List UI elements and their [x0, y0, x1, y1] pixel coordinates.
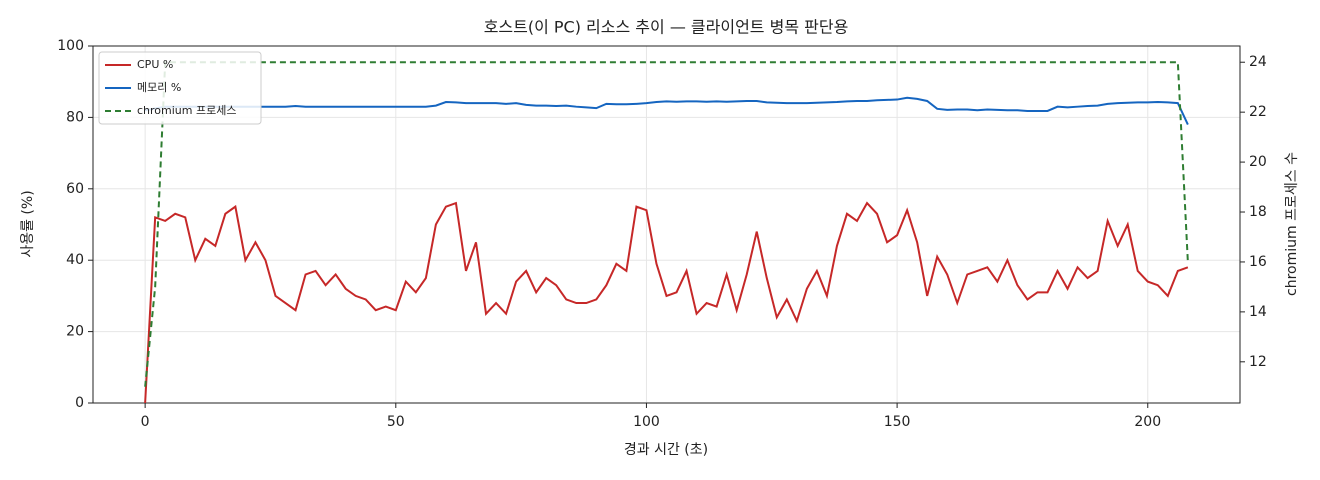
x-tick-label: 0 [141, 414, 150, 430]
series-line [144, 201, 1189, 404]
y2-tick-label: 24 [1249, 54, 1267, 70]
y2-tick-label: 22 [1249, 104, 1267, 120]
y-tick-label: 0 [75, 395, 84, 411]
y2-tick-label: 20 [1249, 154, 1267, 170]
plot-frame [92, 45, 1241, 404]
y-tick-label: 80 [66, 109, 84, 125]
legend-box [98, 51, 262, 125]
legend: CPU % 메모리 % chromium 프로세스 [98, 51, 262, 125]
x-tick-label: 100 [633, 414, 660, 430]
legend-label: CPU % [137, 58, 173, 71]
y-tick-label: 60 [66, 181, 84, 197]
series-line [144, 61, 1189, 387]
y2-tick-label: 14 [1249, 304, 1267, 320]
x-tick-label: 200 [1134, 414, 1161, 430]
legend-label: 메모리 % [137, 81, 181, 94]
y-axis-label: 사용률 (%) [20, 190, 36, 257]
x-tick-label: 150 [884, 414, 911, 430]
legend-label: chromium 프로세스 [137, 104, 236, 117]
x-tick-label: 50 [387, 414, 405, 430]
y2-tick-label: 12 [1249, 354, 1267, 370]
y2-tick-label: 16 [1249, 254, 1267, 270]
y-tick-label: 20 [66, 324, 84, 340]
series-line [144, 96, 1189, 125]
y2-tick-label: 18 [1249, 204, 1267, 220]
y-tick-label: 100 [57, 38, 84, 54]
x-axis-label: 경과 시간 (초) [624, 442, 708, 458]
chart-title: 호스트(이 PC) 리소스 추이 — 클라이언트 병목 판단용 [484, 18, 849, 37]
y2-axis-label: chromium 프로세스 수 [1284, 152, 1300, 296]
y-tick-label: 40 [66, 252, 84, 268]
